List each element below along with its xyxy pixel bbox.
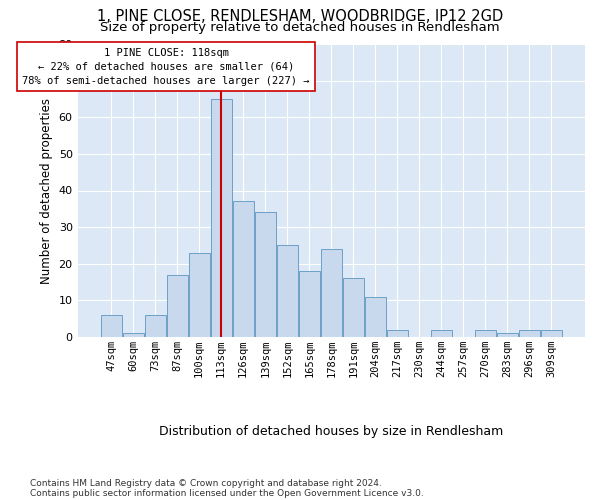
Bar xyxy=(343,278,364,337)
X-axis label: Distribution of detached houses by size in Rendlesham: Distribution of detached houses by size … xyxy=(159,424,503,438)
Bar xyxy=(365,296,386,337)
Text: Size of property relative to detached houses in Rendlesham: Size of property relative to detached ho… xyxy=(100,22,500,35)
Text: 1 PINE CLOSE: 118sqm
← 22% of detached houses are smaller (64)
78% of semi-detac: 1 PINE CLOSE: 118sqm ← 22% of detached h… xyxy=(22,48,310,86)
Bar xyxy=(431,330,452,337)
Bar xyxy=(189,253,209,337)
Bar xyxy=(101,315,122,337)
Text: Contains HM Land Registry data © Crown copyright and database right 2024.
Contai: Contains HM Land Registry data © Crown c… xyxy=(30,479,424,498)
Bar xyxy=(519,330,540,337)
Bar xyxy=(233,202,254,337)
Bar xyxy=(122,334,143,337)
Bar xyxy=(211,99,232,337)
Bar xyxy=(277,246,298,337)
Bar xyxy=(145,315,166,337)
Bar xyxy=(387,330,408,337)
Bar xyxy=(475,330,496,337)
Bar xyxy=(299,271,320,337)
Y-axis label: Number of detached properties: Number of detached properties xyxy=(40,98,53,284)
Bar xyxy=(167,274,188,337)
Bar xyxy=(497,334,518,337)
Bar xyxy=(255,212,275,337)
Text: 1, PINE CLOSE, RENDLESHAM, WOODBRIDGE, IP12 2GD: 1, PINE CLOSE, RENDLESHAM, WOODBRIDGE, I… xyxy=(97,9,503,24)
Bar xyxy=(541,330,562,337)
Bar xyxy=(321,249,342,337)
